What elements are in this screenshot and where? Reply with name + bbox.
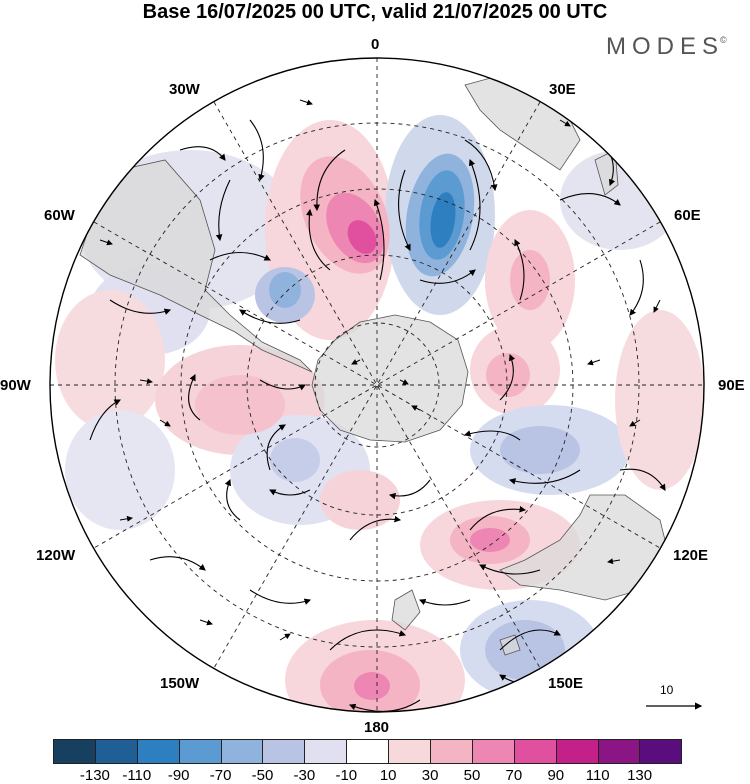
colorbar-tick-label: -30	[293, 767, 316, 784]
colorbar-swatch	[346, 739, 390, 764]
brand-text: MODES	[606, 33, 725, 60]
anomaly-shading	[55, 115, 704, 712]
brand-mark: ©	[720, 35, 727, 45]
colorbar-swatch	[639, 739, 683, 764]
wind-small-arrows	[99, 99, 661, 641]
colorbar-swatch	[178, 739, 222, 764]
graticule	[50, 58, 704, 712]
lon-label-90w: 90W	[0, 377, 31, 394]
lon-label-60e: 60E	[674, 207, 701, 224]
colorbar-swatch	[471, 739, 515, 764]
colorbar-swatch	[94, 739, 138, 764]
colorbar-swatch	[388, 739, 432, 764]
colorbar-tick-label: -90	[167, 767, 190, 784]
colorbar-tick-label: -110	[122, 767, 152, 784]
colorbar-tick-label: 110	[585, 767, 610, 784]
lon-label-120w: 120W	[36, 547, 76, 564]
colorbar-tick-label: 70	[505, 767, 523, 784]
colorbar-tick-label: 50	[463, 767, 481, 784]
lon-label-60w: 60W	[44, 207, 75, 224]
colorbar-swatch	[262, 739, 306, 764]
colorbar-swatch	[430, 739, 473, 764]
colorbar-tick-label: 130	[627, 767, 653, 784]
polar-stereographic-map	[49, 57, 705, 713]
colorbar-ticks: -130 -110 -90 -70 -50 -30 -10 10 30 50 70 90 110 130	[0, 767, 750, 784]
map-title: Base 16/07/2025 00 UTC, valid 21/07/2025…	[142, 1, 608, 23]
australia	[499, 494, 671, 601]
tasmania	[499, 634, 521, 656]
colorbar-swatch	[220, 739, 264, 764]
south-america	[79, 159, 313, 373]
wind-vectors	[89, 119, 666, 712]
new-zealand	[391, 589, 421, 631]
lon-label-30w: 30W	[169, 81, 200, 98]
colorbar-swatch	[304, 739, 348, 764]
colorbar	[53, 739, 683, 764]
colorbar-tick-label: -10	[335, 767, 358, 784]
lon-label-150w: 150W	[160, 675, 200, 692]
lon-label-150e: 150E	[548, 675, 584, 692]
colorbar-tick-label: 10	[379, 767, 397, 784]
colorbar-tick-label: 30	[421, 767, 439, 784]
lon-label-90e: 90E	[718, 377, 745, 394]
lon-label-30e: 30E	[549, 81, 576, 98]
colorbar-swatch	[513, 739, 557, 764]
brand-logo: MODES©	[606, 33, 731, 61]
colorbar-swatch	[53, 739, 96, 764]
antarctica	[311, 314, 469, 443]
colorbar-tick-label: 90	[547, 767, 565, 784]
colorbar-swatch	[597, 739, 641, 764]
colorbar-swatch	[555, 739, 599, 764]
colorbar-tick-label: -70	[209, 767, 232, 784]
lon-label-180: 180	[364, 719, 390, 736]
colorbar-swatch	[136, 739, 180, 764]
colorbar-tick-label: -50	[251, 767, 274, 784]
lon-label-120e: 120E	[673, 547, 709, 564]
reference-vector-label: 10	[660, 683, 674, 697]
colorbar-tick-label: -130	[79, 767, 110, 784]
lon-label-0: 0	[371, 36, 380, 53]
